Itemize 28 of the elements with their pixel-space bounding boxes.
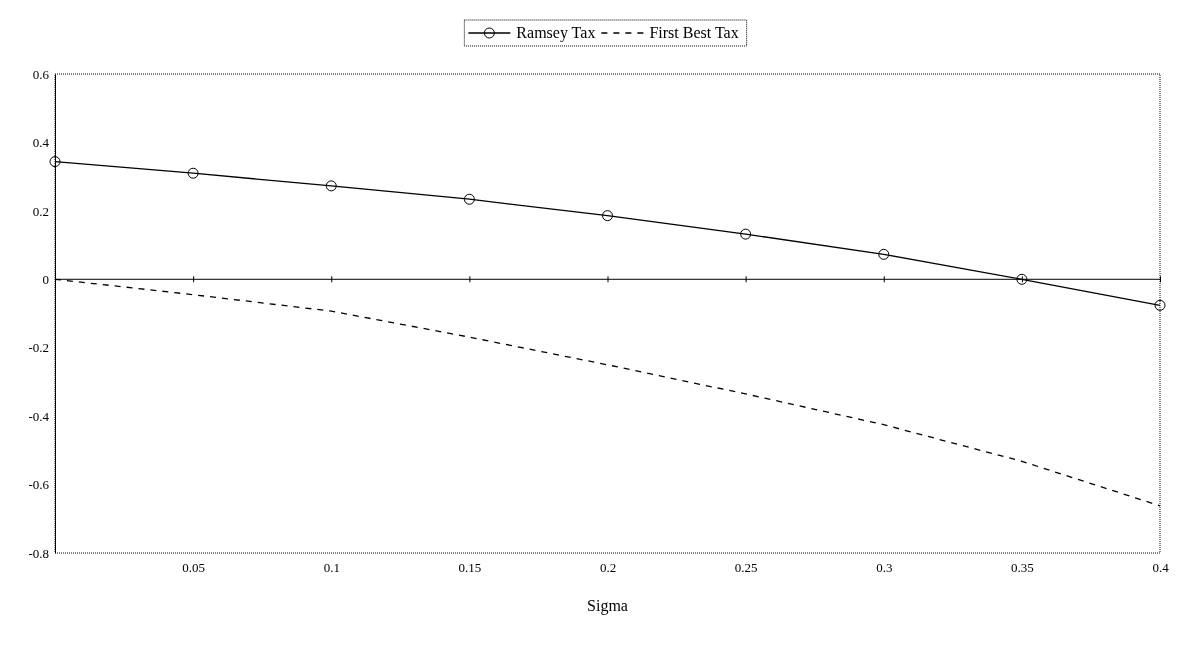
point xyxy=(740,228,752,240)
y-tick-label: -0.2 xyxy=(28,340,49,356)
y-tick-label: 0.6 xyxy=(32,66,50,82)
legend-label: First Best Tax xyxy=(649,24,739,41)
point xyxy=(463,193,475,205)
point xyxy=(1154,299,1166,311)
point xyxy=(602,210,613,222)
point xyxy=(1016,273,1028,285)
point xyxy=(878,248,890,260)
y-tick-label: 0 xyxy=(42,271,49,287)
legend-label: Ramsey Tax xyxy=(516,24,596,42)
y-tick-label: -0.4 xyxy=(28,408,50,424)
point xyxy=(325,180,337,192)
point xyxy=(49,156,61,168)
x-tick-label: 0.15 xyxy=(458,560,482,576)
x-axis-title: Sigma xyxy=(587,597,628,615)
y-tick-label: -0.6 xyxy=(28,477,50,493)
y-tick-label: 0.2 xyxy=(32,203,49,219)
point xyxy=(187,167,199,179)
y-tick-label: 0.4 xyxy=(32,135,50,151)
x-tick-label: 0.35 xyxy=(1011,560,1034,576)
x-tick-label: 0.1 xyxy=(323,560,340,576)
x-tick-label: 0.25 xyxy=(734,560,758,576)
x-tick-label: 0.4 xyxy=(1152,560,1170,576)
x-tick-label: 0.2 xyxy=(599,560,617,576)
y-tick-label: -0.8 xyxy=(28,545,49,561)
x-tick-label: 0.3 xyxy=(876,560,893,576)
x-tick-label: 0.05 xyxy=(182,560,205,576)
